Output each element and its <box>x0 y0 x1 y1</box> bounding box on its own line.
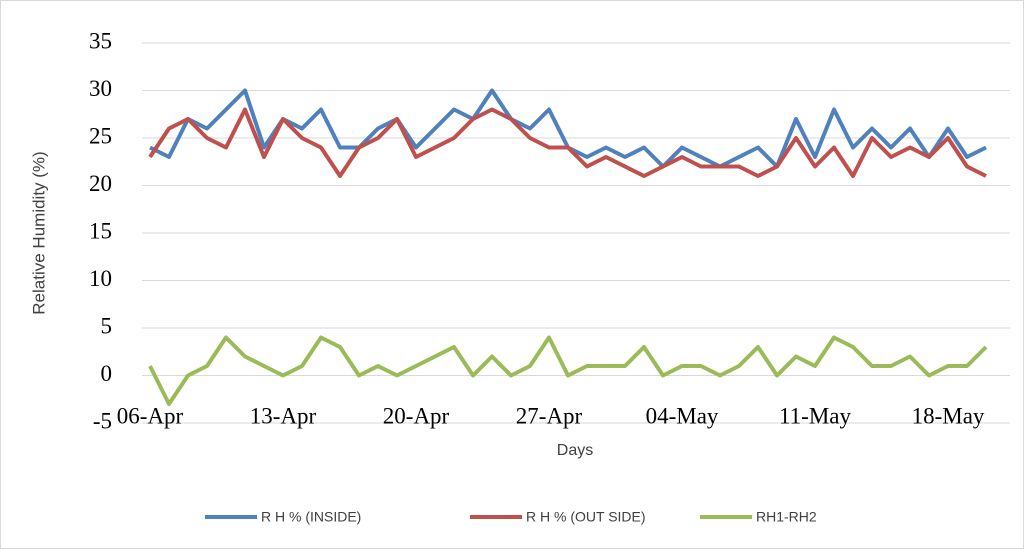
y-tick-label: 5 <box>101 313 113 338</box>
y-tick-label: 25 <box>89 123 112 148</box>
y-tick-label: 20 <box>89 171 112 196</box>
legend-label: R H % (OUT SIDE) <box>526 509 646 525</box>
x-tick-label: 27-Apr <box>516 403 583 428</box>
y-tick-label: 0 <box>101 361 113 386</box>
x-tick-label: 20-Apr <box>383 403 450 428</box>
legend-label: RH1-RH2 <box>756 509 817 525</box>
x-tick-label: 04-May <box>646 403 719 428</box>
x-axis-title: Days <box>557 442 593 459</box>
y-tick-label: 30 <box>89 76 112 101</box>
x-tick-label: 13-Apr <box>250 403 317 428</box>
series-line <box>148 107 987 178</box>
x-tick-label: 11-May <box>779 403 851 428</box>
y-tick-label: 10 <box>89 266 112 291</box>
y-axis-title: Relative Humidity (%) <box>29 151 48 314</box>
legend-label: R H % (INSIDE) <box>261 509 361 525</box>
y-tick-label: -5 <box>93 408 112 433</box>
series-line <box>148 335 988 406</box>
y-tick-label: 15 <box>89 218 112 243</box>
y-tick-label: 35 <box>89 28 112 53</box>
x-tick-label: 18-May <box>912 403 985 428</box>
x-tick-label: 06-Apr <box>117 403 184 428</box>
